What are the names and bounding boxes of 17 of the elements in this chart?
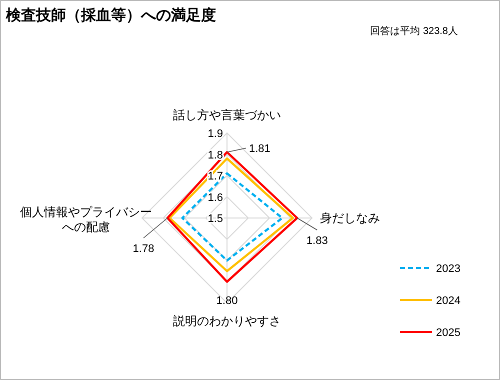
spoke-label: 個人情報やプライバシーへの配慮 <box>20 205 152 234</box>
y-tick-label: 1.8 <box>208 149 223 162</box>
spoke-label: 身だしなみ <box>320 211 380 225</box>
y-tick-label: 1.9 <box>208 128 223 140</box>
legend-label: 2025 <box>436 327 460 339</box>
data-label: 1.80 <box>216 294 238 307</box>
legend-label: 2024 <box>436 295 460 307</box>
data-label: 1.78 <box>132 243 154 255</box>
spoke-label: 話し方や言葉づかい <box>173 108 281 122</box>
spoke-label: 説明のわかりやすさ <box>173 314 281 328</box>
y-tick-label: 1.6 <box>208 192 223 204</box>
chart-title: 検査技師（採血等）への満足度 <box>5 6 216 24</box>
legend-label: 2023 <box>436 263 460 275</box>
data-label: 1.83 <box>306 235 328 247</box>
y-tick-label: 1.5 <box>208 213 223 225</box>
data-label: 1.81 <box>249 143 270 156</box>
text: 回答は平均 323.8人 <box>370 25 458 37</box>
